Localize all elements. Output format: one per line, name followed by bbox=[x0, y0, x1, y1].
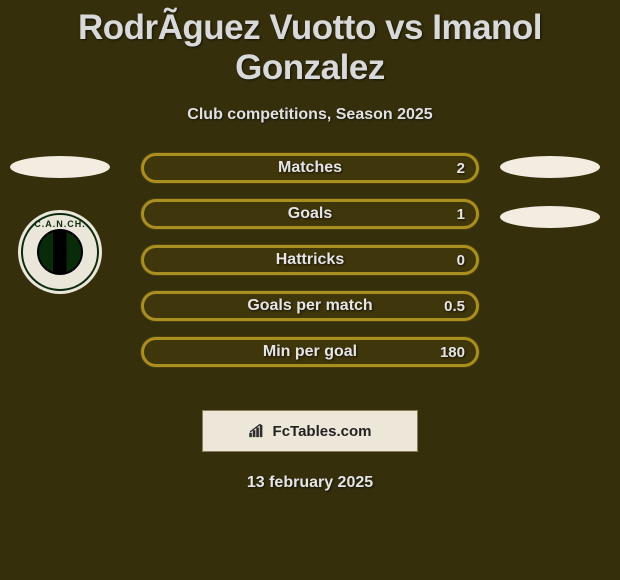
bar-chart-icon bbox=[249, 424, 267, 438]
stat-label: Min per goal bbox=[141, 337, 479, 367]
club-badge-stripes bbox=[37, 229, 83, 275]
stat-rows: Matches 2 Goals 1 Hattricks 0 Goals per … bbox=[140, 152, 480, 368]
stat-right-value: 180 bbox=[440, 337, 465, 367]
stat-right-value: 0 bbox=[457, 245, 465, 275]
left-player-column: C.A.N.CH. bbox=[10, 152, 110, 294]
page-title: RodrÃ­guez Vuotto vs Imanol Gonzalez bbox=[0, 0, 620, 88]
stat-right-value: 1 bbox=[457, 199, 465, 229]
stat-row-goals: Goals 1 bbox=[140, 198, 480, 230]
club-badge-ring: C.A.N.CH. bbox=[21, 213, 99, 291]
stat-right-value: 0.5 bbox=[444, 291, 465, 321]
stat-row-hattricks: Hattricks 0 bbox=[140, 244, 480, 276]
stat-label: Hattricks bbox=[141, 245, 479, 275]
club-badge-left: C.A.N.CH. bbox=[18, 210, 102, 294]
stat-row-matches: Matches 2 bbox=[140, 152, 480, 184]
stat-right-value: 2 bbox=[457, 153, 465, 183]
subtitle: Club competitions, Season 2025 bbox=[0, 106, 620, 124]
stat-label: Goals bbox=[141, 199, 479, 229]
stat-row-goals-per-match: Goals per match 0.5 bbox=[140, 290, 480, 322]
brand-text: FcTables.com bbox=[273, 423, 372, 440]
brand-banner[interactable]: FcTables.com bbox=[202, 410, 418, 452]
club-badge-text: C.A.N.CH. bbox=[23, 219, 97, 229]
stat-label: Matches bbox=[141, 153, 479, 183]
right-player-column bbox=[500, 152, 600, 228]
comparison-area: C.A.N.CH. Matches 2 Goals 1 Hattricks 0 bbox=[0, 152, 620, 392]
club-placeholder-ellipse bbox=[500, 206, 600, 228]
stat-label: Goals per match bbox=[141, 291, 479, 321]
player-placeholder-ellipse bbox=[500, 156, 600, 178]
stat-row-min-per-goal: Min per goal 180 bbox=[140, 336, 480, 368]
date-text: 13 february 2025 bbox=[0, 474, 620, 492]
player-placeholder-ellipse bbox=[10, 156, 110, 178]
